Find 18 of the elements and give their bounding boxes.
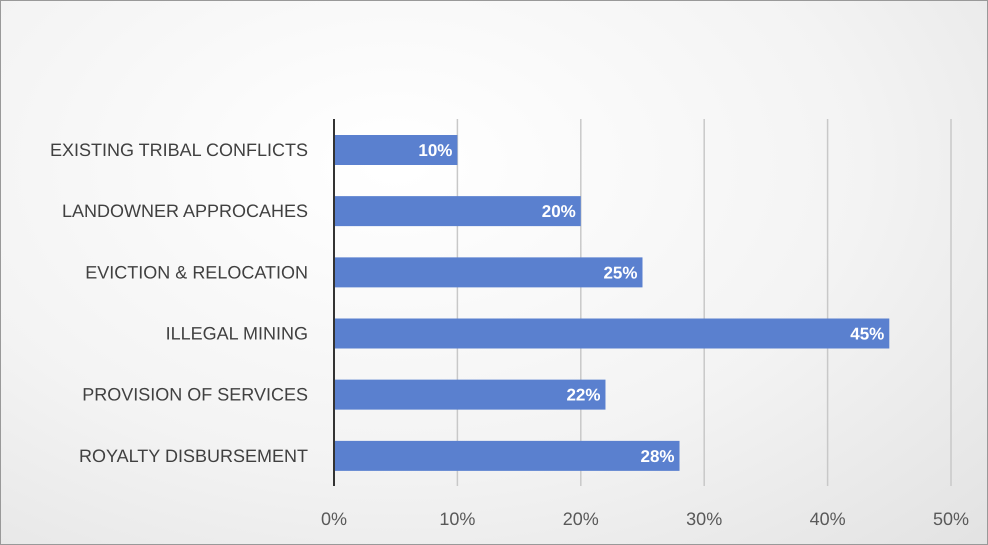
y-tick-label: ROYALTY DISBURSEMENT (78, 446, 308, 466)
data-label: 20% (542, 202, 576, 222)
data-label: 22% (566, 386, 600, 405)
y-tick-label: EVICTION & RELOCATION (85, 262, 308, 282)
data-label: 28% (640, 446, 675, 466)
x-tick-label: 20% (562, 508, 599, 529)
x-tick-label: 30% (686, 508, 722, 529)
x-tick-label: 0% (320, 508, 348, 529)
data-label: 10% (418, 141, 452, 160)
data-label: 45% (850, 324, 884, 344)
y-tick-label: ILLEGAL MINING (166, 323, 308, 344)
x-tick-label: 40% (810, 508, 846, 529)
y-tick-label: LANDOWNER APPROCAHES (62, 201, 308, 222)
data-label: 25% (603, 263, 638, 282)
x-tick-label: 50% (932, 508, 970, 529)
y-tick-label: PROVISION OF SERVICES (82, 384, 308, 405)
y-tick-label: EXISTING TRIBAL CONFLICTS (50, 140, 308, 160)
x-tick-label: 10% (439, 508, 476, 529)
